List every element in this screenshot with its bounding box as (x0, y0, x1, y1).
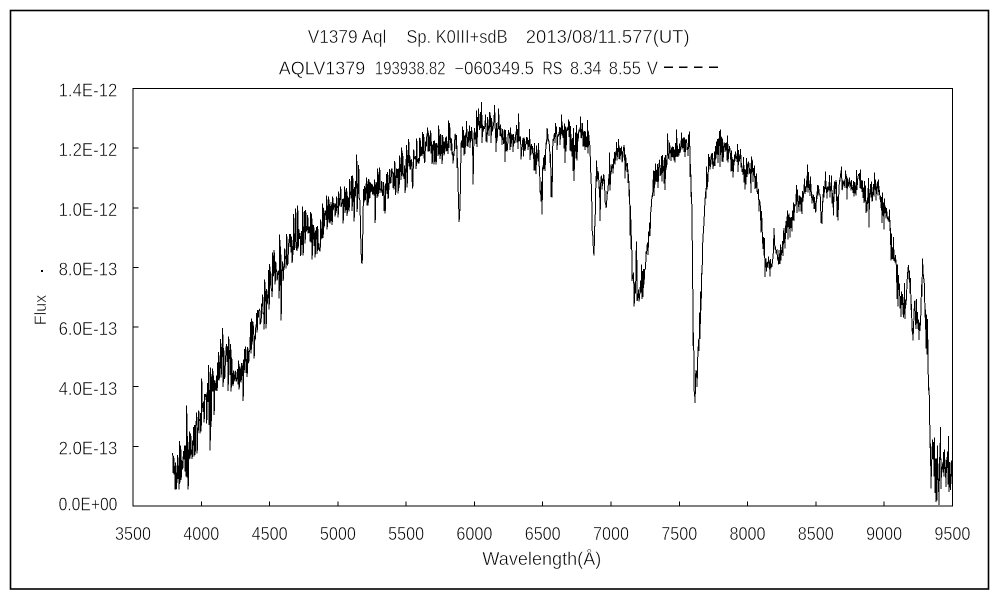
svg-text:2013/08/11.577(UT): 2013/08/11.577(UT) (526, 27, 690, 47)
svg-text:9000: 9000 (866, 524, 902, 544)
svg-text:Sp. K0III+sdB: Sp. K0III+sdB (406, 27, 507, 47)
svg-text:AQLV1379: AQLV1379 (279, 59, 365, 79)
svg-text:7500: 7500 (661, 524, 697, 544)
svg-text:Flux: Flux (31, 294, 50, 325)
svg-text:V1379 Aql: V1379 Aql (308, 27, 387, 47)
svg-text:4.0E-13: 4.0E-13 (59, 379, 118, 399)
svg-text:−060349.5: −060349.5 (454, 59, 534, 79)
svg-text:8.34: 8.34 (570, 59, 602, 79)
svg-text:8.0E-13: 8.0E-13 (59, 260, 118, 280)
svg-text:4000: 4000 (183, 524, 219, 544)
svg-text:1.4E-12: 1.4E-12 (59, 81, 118, 101)
svg-text:4500: 4500 (252, 524, 288, 544)
svg-text:2.0E-13: 2.0E-13 (59, 439, 118, 459)
svg-text:6000: 6000 (456, 524, 492, 544)
svg-text:8500: 8500 (798, 524, 834, 544)
svg-text:9500: 9500 (934, 524, 970, 544)
svg-text:5000: 5000 (320, 524, 356, 544)
svg-text:1.2E-12: 1.2E-12 (59, 140, 118, 160)
svg-text:6500: 6500 (525, 524, 561, 544)
svg-text:7000: 7000 (593, 524, 629, 544)
svg-text:3500: 3500 (115, 524, 151, 544)
svg-text:1.0E-12: 1.0E-12 (59, 200, 118, 220)
svg-text:8.55: 8.55 (609, 59, 641, 79)
svg-text:Wavelength(Å): Wavelength(Å) (482, 549, 601, 569)
svg-text:RS: RS (542, 59, 562, 79)
svg-text:6.0E-13: 6.0E-13 (59, 319, 118, 339)
svg-text:0.0E+00: 0.0E+00 (59, 495, 118, 515)
svg-text:193938.82: 193938.82 (375, 59, 446, 79)
svg-text:V: V (647, 59, 658, 79)
svg-text:5500: 5500 (388, 524, 424, 544)
svg-text:8000: 8000 (730, 524, 766, 544)
